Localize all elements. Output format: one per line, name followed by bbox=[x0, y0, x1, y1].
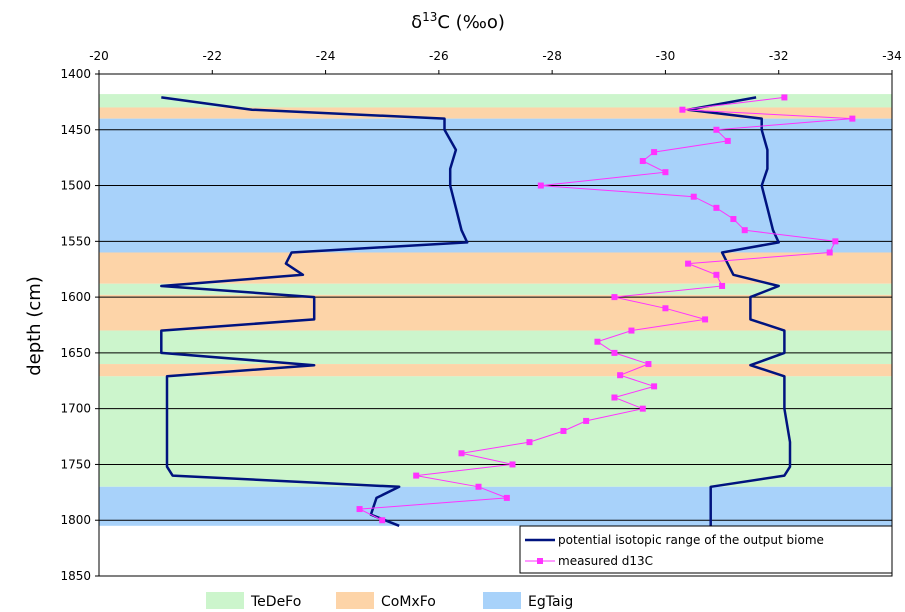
measured-point bbox=[537, 182, 544, 189]
measured-point bbox=[781, 94, 788, 101]
legend-range-label: potential isotopic range of the output b… bbox=[558, 533, 824, 547]
measured-point bbox=[639, 158, 646, 165]
measured-point bbox=[628, 327, 635, 334]
range-line-left bbox=[160, 96, 469, 527]
measured-point bbox=[662, 169, 669, 176]
measured-point bbox=[617, 372, 624, 379]
legend-measured-label: measured d13C bbox=[558, 554, 653, 568]
y-tick-label: 1650 bbox=[60, 346, 91, 360]
y-tick-label: 1600 bbox=[60, 290, 91, 304]
measured-point bbox=[832, 238, 839, 245]
biome-band-tedefo bbox=[99, 94, 892, 108]
x-tick-label: -22 bbox=[202, 49, 222, 63]
measured-point bbox=[475, 483, 482, 490]
y-tick-label: 1550 bbox=[60, 234, 91, 248]
measured-point bbox=[611, 294, 618, 301]
x-axis-title-rest: C (‰o) bbox=[437, 12, 505, 33]
measured-point bbox=[611, 349, 618, 356]
measured-point bbox=[690, 193, 697, 200]
series-group bbox=[160, 94, 856, 527]
measured-point bbox=[730, 216, 737, 223]
biome-legend-swatch-egtaig bbox=[483, 592, 521, 609]
range-line-right bbox=[686, 96, 792, 526]
measured-point bbox=[639, 405, 646, 412]
legend-measured-marker bbox=[537, 558, 543, 564]
measured-point bbox=[679, 106, 686, 113]
measured-point bbox=[458, 450, 465, 457]
plot-frame bbox=[98, 73, 893, 577]
biome-legend-label-comxfo: CoMxFo bbox=[381, 594, 436, 610]
x-axis-ticks: -20 -22 -24 -26 -28 -30 -32 -34 bbox=[89, 49, 902, 74]
y-tick-label: 1750 bbox=[60, 457, 91, 471]
gridlines bbox=[99, 129, 892, 521]
measured-point bbox=[594, 338, 601, 345]
y-axis-title: depth (cm) bbox=[24, 276, 45, 376]
biome-legend-label-tedefo: TeDeFo bbox=[250, 594, 301, 610]
biome-legend-swatch-comxfo bbox=[336, 592, 374, 609]
measured-point bbox=[651, 149, 658, 156]
measured-point bbox=[713, 204, 720, 211]
measured-point bbox=[713, 126, 720, 133]
legend: potential isotopic range of the output b… bbox=[519, 525, 893, 574]
measured-point bbox=[583, 417, 590, 424]
measured-point bbox=[741, 227, 748, 234]
x-tick-label: -34 bbox=[882, 49, 902, 63]
x-tick-label: -20 bbox=[89, 49, 109, 63]
measured-point bbox=[645, 361, 652, 368]
measured-point bbox=[611, 394, 618, 401]
x-tick-label: -24 bbox=[316, 49, 336, 63]
y-tick-label: 1500 bbox=[60, 179, 91, 193]
y-axis-ticks: 1400 1450 1500 1550 1600 1650 1700 1750 1800 1850 bbox=[60, 67, 99, 583]
measured-point bbox=[849, 115, 856, 122]
measured-point bbox=[662, 305, 669, 312]
x-tick-label: -32 bbox=[769, 49, 789, 63]
measured-point bbox=[560, 427, 567, 434]
y-tick-label: 1700 bbox=[60, 402, 91, 416]
measured-point bbox=[509, 461, 516, 468]
biome-legend-label-egtaig: EgTaig bbox=[528, 594, 573, 610]
biome-band-tedefo bbox=[99, 283, 892, 295]
x-axis-title-base: δ bbox=[411, 12, 422, 33]
measured-point bbox=[713, 271, 720, 278]
biome-band-comxfo bbox=[99, 364, 892, 377]
biome-legend-swatch-tedefo bbox=[206, 592, 244, 609]
x-axis-title: δ13C (‰o) bbox=[411, 10, 505, 33]
measured-point bbox=[503, 494, 510, 501]
measured-point bbox=[685, 260, 692, 267]
measured-point bbox=[719, 282, 726, 289]
biome-band-tedefo bbox=[99, 330, 892, 365]
biome-band-comxfo bbox=[99, 107, 892, 119]
measured-point bbox=[826, 249, 833, 256]
y-tick-label: 1400 bbox=[60, 67, 91, 81]
measured-point bbox=[413, 472, 420, 479]
y-tick-label: 1450 bbox=[60, 123, 91, 137]
legend-box bbox=[519, 525, 893, 574]
y-tick-label: 1800 bbox=[60, 513, 91, 527]
x-tick-label: -28 bbox=[542, 49, 562, 63]
measured-point bbox=[526, 439, 533, 446]
measured-point bbox=[356, 506, 363, 513]
x-axis-title-sup: 13 bbox=[422, 10, 437, 24]
y-tick-label: 1850 bbox=[60, 569, 91, 583]
measured-point bbox=[379, 517, 386, 524]
x-tick-label: -26 bbox=[429, 49, 449, 63]
measured-point bbox=[724, 137, 731, 144]
biome-band-tedefo bbox=[99, 376, 892, 487]
biome-legend: TeDeFo CoMxFo EgTaig bbox=[206, 592, 573, 610]
measured-point bbox=[651, 383, 658, 390]
measured-point bbox=[702, 316, 709, 323]
x-tick-label: -30 bbox=[656, 49, 676, 63]
